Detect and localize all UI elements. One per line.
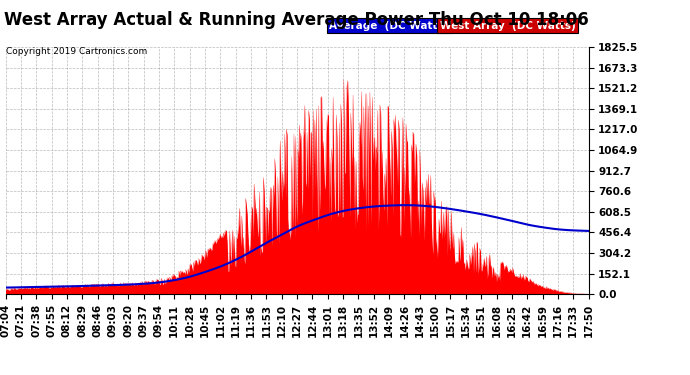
Text: West Array Actual & Running Average Power Thu Oct 10 18:06: West Array Actual & Running Average Powe…: [4, 11, 589, 29]
Text: Copyright 2019 Cartronics.com: Copyright 2019 Cartronics.com: [6, 47, 147, 56]
Text: West Array  (DC Watts): West Array (DC Watts): [440, 21, 575, 31]
Text: Average  (DC Watts): Average (DC Watts): [329, 21, 448, 31]
